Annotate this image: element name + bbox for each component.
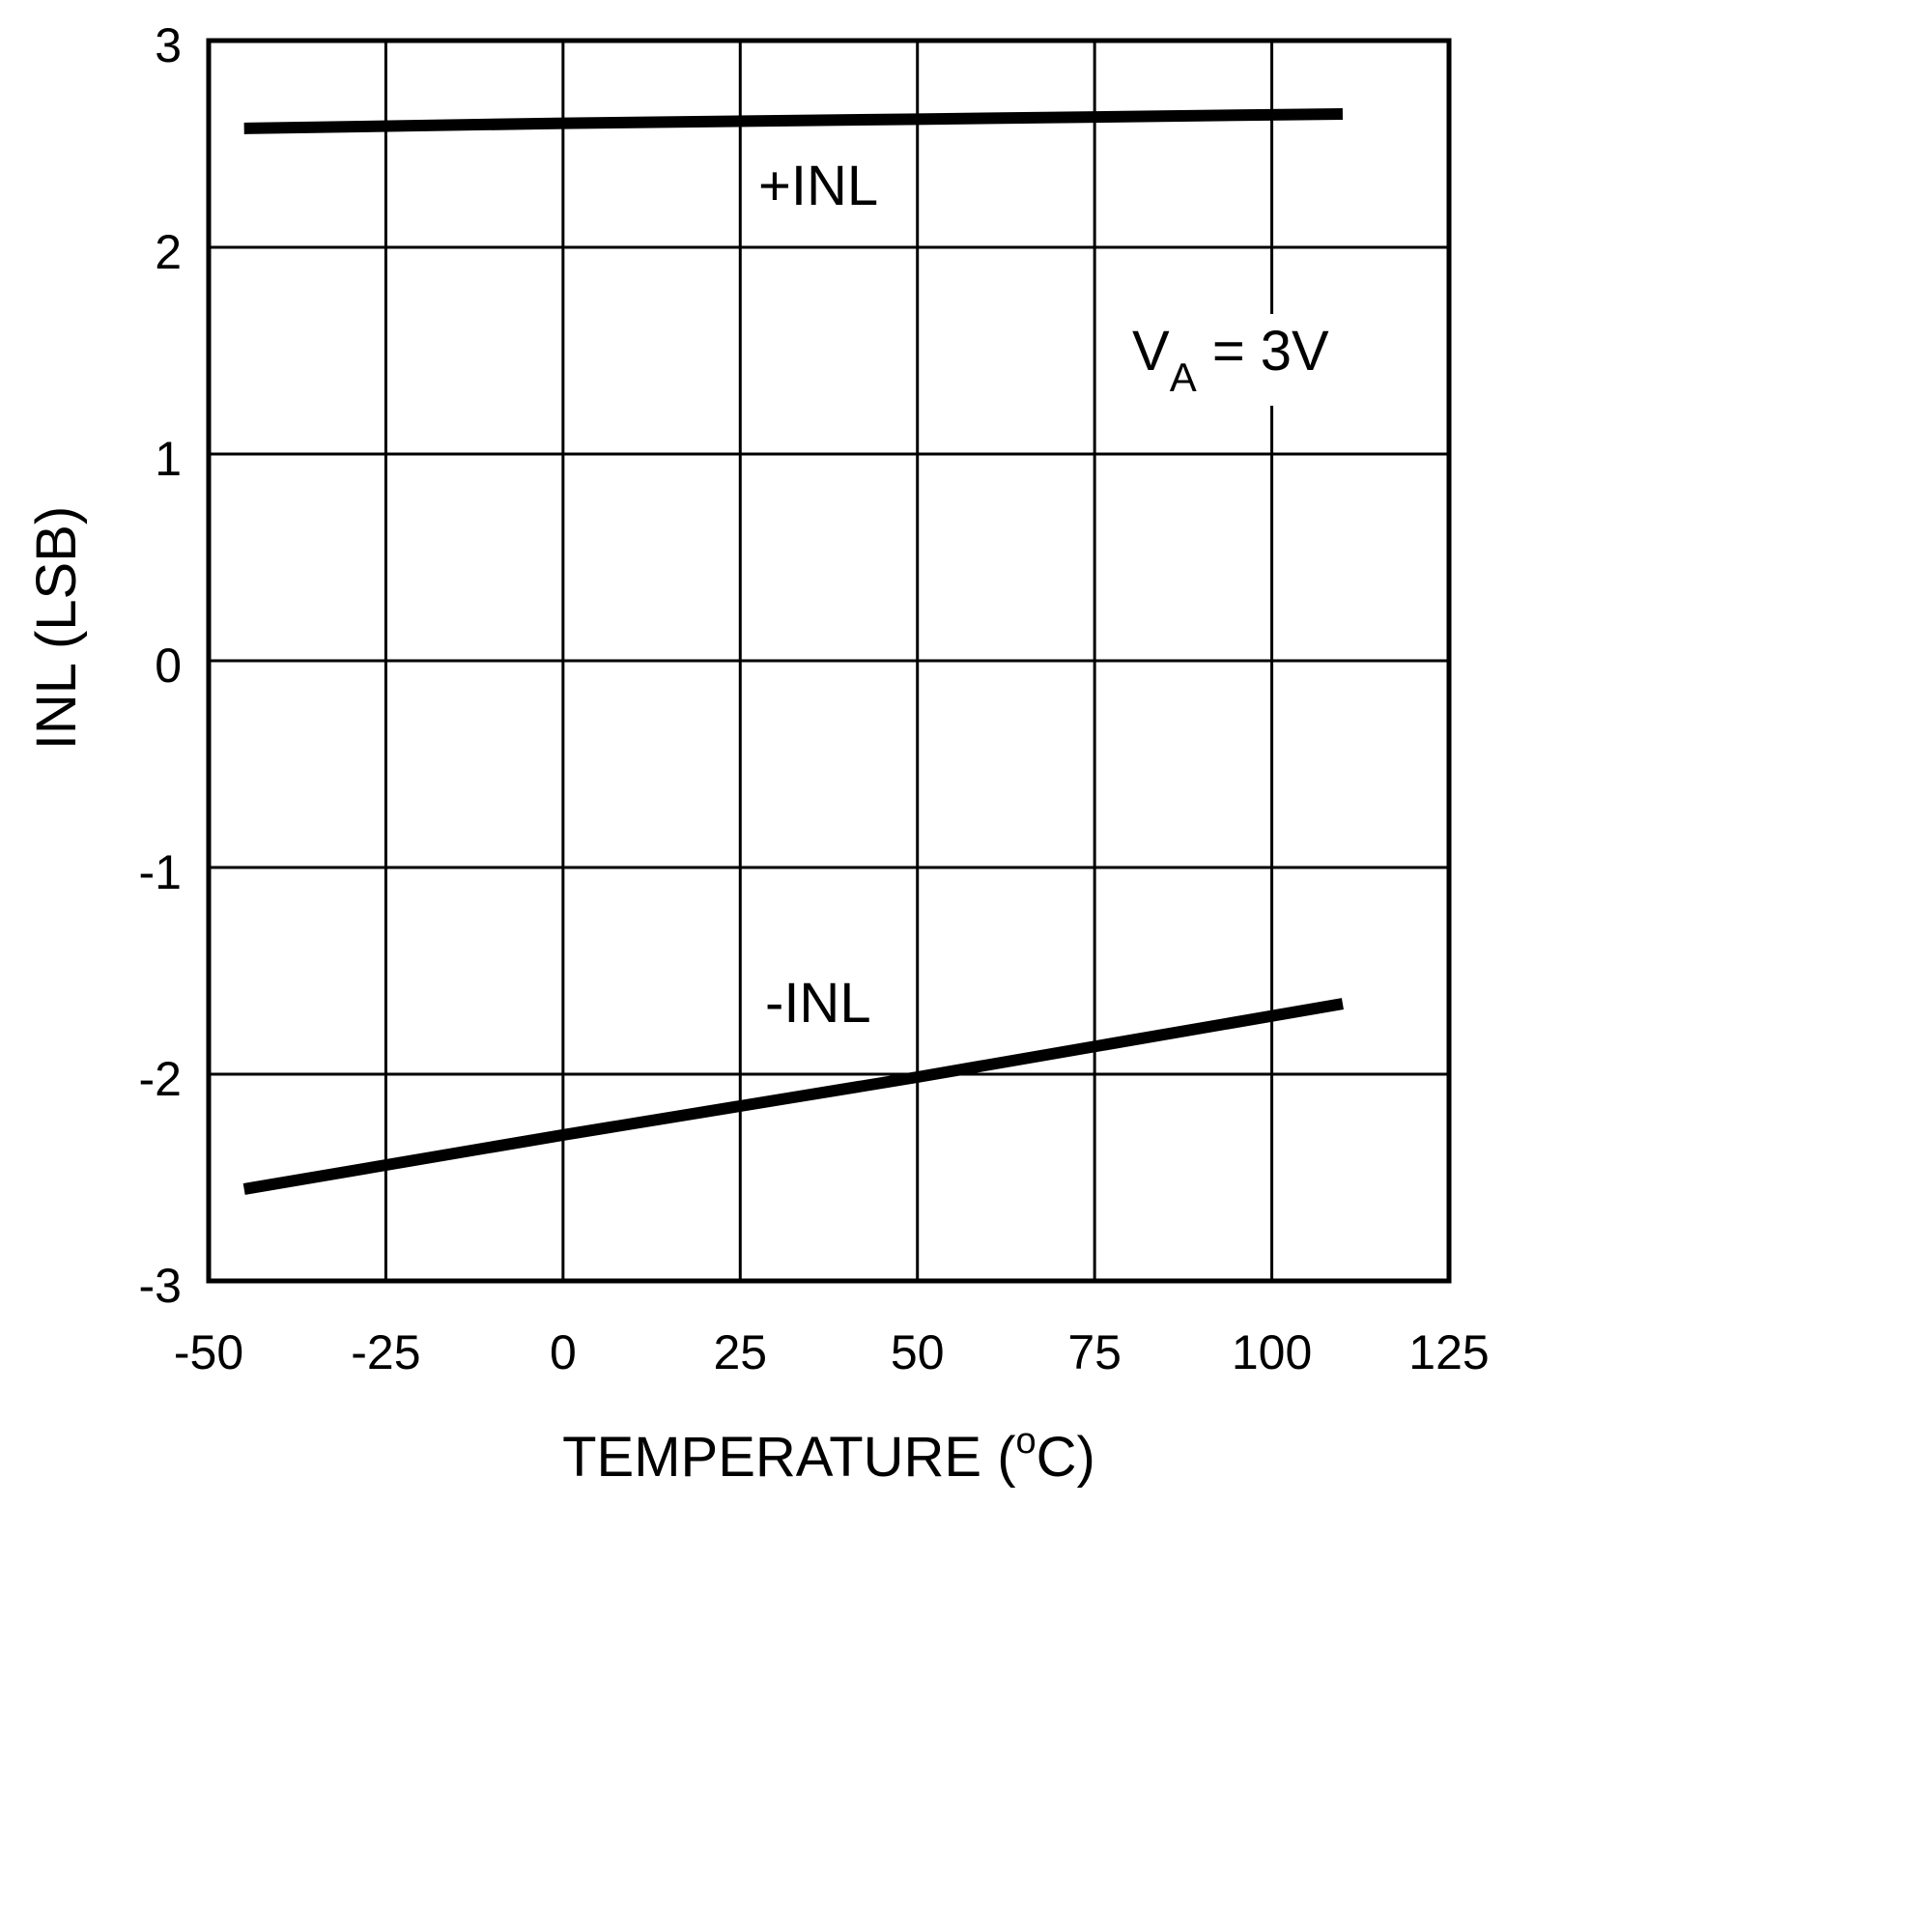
y-tick-label: -3 — [139, 1259, 182, 1313]
y-tick-label: 1 — [155, 432, 182, 486]
series-line-minus-inl — [242, 998, 1344, 1195]
y-tick-label: -2 — [139, 1052, 182, 1106]
x-tick-label: 100 — [1232, 1325, 1312, 1379]
x-tick-label: 25 — [713, 1325, 767, 1379]
y-tick-label: 2 — [155, 225, 182, 279]
plot-frame — [206, 38, 1452, 1284]
va-sub: A — [1170, 355, 1197, 400]
xlabel-post: C) — [1037, 1426, 1095, 1489]
annotation-va: VA = 3V — [1132, 320, 1329, 400]
annotation-plus-inl: +INL — [758, 155, 878, 217]
series-line-plus-inl — [243, 107, 1344, 134]
x-tick-label: -50 — [174, 1325, 243, 1379]
series-lines — [242, 107, 1344, 1195]
x-tick-label: 0 — [550, 1325, 577, 1379]
x-axis-label: TEMPERATURE (oC) — [562, 1421, 1095, 1489]
va-v: V — [1132, 320, 1170, 383]
x-tick-label: 75 — [1067, 1325, 1122, 1379]
annotation-minus-inl: -INL — [765, 972, 871, 1035]
tick-labels: -50 -25 0 25 50 75 100 125 3 2 1 0 -1 -2 -3 — [139, 18, 1490, 1379]
x-tick-label: -25 — [351, 1325, 420, 1379]
y-tick-label: 3 — [155, 18, 182, 72]
xlabel-sup: o — [1016, 1421, 1037, 1462]
x-tick-label: 50 — [891, 1325, 945, 1379]
y-tick-label: 0 — [155, 639, 182, 693]
y-axis-label: INL (LSB) — [25, 506, 88, 750]
xlabel-pre: TEMPERATURE ( — [562, 1426, 1015, 1489]
va-rest: = 3V — [1197, 320, 1329, 383]
annotation-background — [1121, 314, 1401, 406]
y-tick-label: -1 — [139, 845, 182, 899]
x-tick-label: 125 — [1408, 1325, 1489, 1379]
grid — [207, 39, 1451, 1283]
